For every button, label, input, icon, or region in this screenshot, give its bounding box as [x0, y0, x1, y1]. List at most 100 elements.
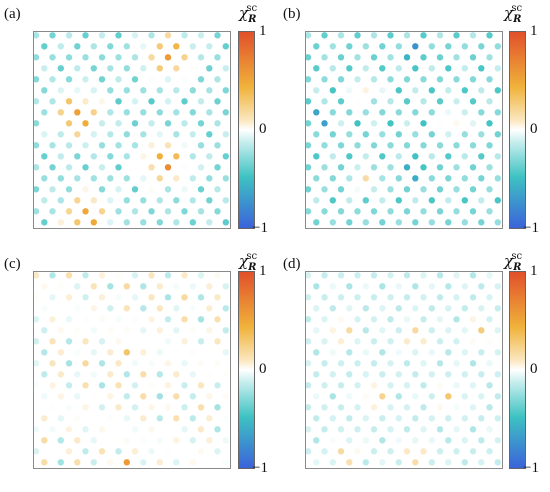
lattice-site	[469, 164, 477, 171]
lattice-site	[313, 175, 320, 182]
lattice-site	[306, 338, 312, 345]
lattice-site	[164, 186, 172, 193]
lattice-site	[164, 294, 172, 301]
lattice-site	[107, 415, 114, 422]
lattice-site	[206, 415, 213, 422]
lattice-site	[49, 120, 56, 127]
lattice-site	[395, 131, 402, 138]
lattice-site	[148, 382, 155, 389]
lattice-site	[478, 415, 485, 422]
lattice-site	[164, 120, 172, 127]
lattice-site	[173, 393, 180, 400]
lattice-site	[478, 459, 485, 466]
lattice-site	[486, 448, 493, 455]
lattice-site	[428, 87, 435, 94]
lattice-site	[313, 153, 320, 160]
lattice-site	[313, 327, 320, 334]
lattice-site	[197, 448, 205, 455]
lattice-site	[57, 153, 64, 160]
lattice-site	[494, 109, 501, 116]
lattice-site	[197, 426, 205, 433]
lattice-site	[494, 219, 501, 226]
lattice-site	[329, 459, 336, 466]
lattice-site	[131, 186, 139, 193]
lattice-site	[41, 459, 48, 466]
lattice-site	[403, 76, 411, 83]
lattice-site	[181, 120, 188, 127]
lattice-site	[57, 349, 64, 356]
lattice-site	[181, 382, 188, 389]
lattice-site	[370, 448, 378, 455]
lattice-site	[173, 415, 180, 422]
lattice-site	[379, 349, 386, 356]
lattice-site	[395, 371, 402, 378]
lattice-site	[82, 316, 89, 323]
lattice-site	[181, 404, 188, 411]
lattice-site	[74, 219, 81, 226]
lattice-site	[306, 382, 312, 389]
lattice-site	[34, 98, 40, 105]
lattice-site	[313, 459, 320, 466]
lattice-site	[90, 197, 97, 204]
lattice-site	[74, 305, 81, 312]
lattice-site	[148, 186, 155, 193]
lattice-site	[387, 316, 394, 323]
lattice-site	[74, 327, 81, 334]
lattice-site	[98, 272, 106, 279]
lattice-site	[387, 208, 394, 215]
lattice-site	[222, 349, 229, 356]
lattice-site	[214, 120, 221, 127]
lattice-site	[469, 338, 477, 345]
lattice-site	[173, 197, 180, 204]
lattice-site	[420, 360, 427, 367]
lattice-site	[428, 109, 435, 116]
lattice-site	[412, 197, 419, 204]
lattice-site	[214, 32, 221, 39]
lattice-site	[197, 294, 205, 301]
lattice-site	[156, 131, 163, 138]
lattice-site	[222, 175, 229, 182]
lattice-site	[478, 43, 485, 50]
lattice-site	[370, 76, 378, 83]
lattice-site	[34, 448, 40, 455]
lattice-site	[82, 382, 89, 389]
lattice-site	[107, 65, 114, 72]
lattice-site	[115, 186, 122, 193]
lattice-site	[329, 153, 336, 160]
lattice-site	[469, 120, 477, 127]
lattice-site	[41, 219, 48, 226]
lattice-site	[420, 54, 427, 61]
lattice-site	[98, 164, 106, 171]
lattice-site	[214, 360, 221, 367]
lattice-site	[49, 338, 56, 345]
lattice-site	[98, 54, 106, 61]
lattice-site	[189, 219, 196, 226]
lattice-site	[181, 142, 188, 149]
lattice-site	[346, 65, 353, 72]
lattice-site	[90, 327, 97, 334]
lattice-site	[420, 448, 427, 455]
lattice-site	[337, 54, 345, 61]
lattice-site	[436, 54, 444, 61]
lattice-site	[82, 208, 89, 215]
lattice-site	[98, 120, 106, 127]
lattice-site	[337, 272, 345, 279]
lattice-site	[123, 175, 130, 182]
lattice-site	[370, 404, 378, 411]
lattice-site	[189, 371, 196, 378]
lattice-site	[494, 43, 501, 50]
lattice-site	[164, 404, 172, 411]
lattice-site	[420, 120, 427, 127]
lattice-site	[49, 382, 56, 389]
lattice-site	[379, 197, 386, 204]
lattice-site	[346, 153, 353, 160]
lattice-site	[131, 294, 139, 301]
lattice-site	[469, 32, 477, 39]
lattice-site	[403, 164, 411, 171]
lattice-site	[428, 437, 435, 444]
lattice-site	[486, 426, 493, 433]
lattice-site	[74, 371, 81, 378]
lattice-site	[189, 43, 196, 50]
lattice-site	[148, 404, 155, 411]
lattice-site	[445, 283, 452, 290]
